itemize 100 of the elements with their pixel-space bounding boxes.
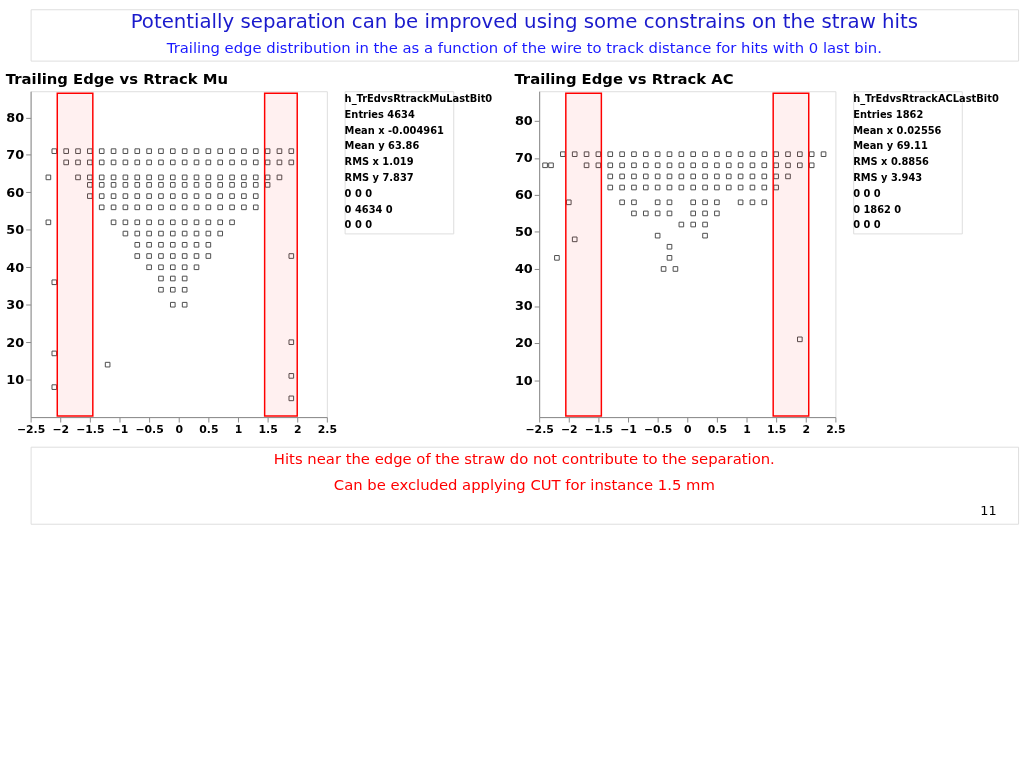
point [288, 253, 295, 259]
point [714, 173, 720, 180]
point [241, 148, 247, 154]
point [146, 264, 152, 271]
point [181, 174, 188, 181]
point [169, 174, 176, 181]
text: 0 0 0 [853, 219, 881, 231]
point [134, 148, 141, 154]
point [98, 182, 105, 188]
point [619, 162, 625, 169]
point [288, 339, 295, 345]
x-tick-label: 0 [683, 423, 692, 437]
point [45, 219, 52, 226]
point [158, 182, 164, 188]
point [217, 219, 224, 226]
y-tick-label: 10 [514, 372, 533, 388]
x-tick-label: −1.5 [76, 423, 105, 437]
text: Mean x 0.02556 [853, 124, 942, 136]
point [773, 162, 779, 169]
point [169, 301, 176, 308]
point [264, 174, 271, 181]
y-tick-label: 60 [6, 184, 25, 200]
point [761, 184, 768, 191]
point [158, 204, 164, 211]
point [252, 182, 259, 188]
point [146, 219, 152, 226]
point [642, 184, 649, 191]
point [276, 174, 283, 181]
point [619, 151, 625, 157]
x-tick-label: 2.5 [317, 423, 337, 437]
point [122, 204, 129, 211]
point [773, 173, 779, 180]
point [181, 230, 188, 237]
point [252, 174, 259, 181]
point [193, 241, 200, 248]
point [654, 232, 661, 239]
point [607, 162, 614, 169]
point [110, 182, 117, 188]
x-tick-label: 2 [293, 423, 302, 437]
point [642, 151, 649, 157]
point [749, 151, 756, 157]
point [146, 159, 152, 166]
point [725, 151, 732, 157]
point [654, 210, 661, 217]
text: Hits near the edge of the straw do not contribute to the separation. [273, 450, 775, 468]
text: Potentially separation can be improved using some constrains on the straw hits [130, 10, 919, 34]
point [87, 148, 93, 154]
point [702, 199, 708, 206]
point [714, 151, 720, 157]
point [761, 151, 768, 157]
x-tick-label: −1 [620, 423, 637, 437]
point [169, 286, 176, 293]
point [229, 174, 235, 181]
point [134, 174, 141, 181]
point [631, 162, 637, 169]
point [797, 336, 803, 343]
point [104, 361, 111, 368]
point [158, 159, 164, 166]
point [702, 184, 708, 191]
point [205, 253, 212, 259]
point [666, 255, 673, 261]
point [205, 204, 212, 211]
point [146, 174, 152, 181]
y-tick-label: 50 [514, 224, 533, 240]
point [619, 184, 625, 191]
point [75, 159, 81, 166]
point [110, 159, 117, 166]
point [808, 162, 815, 169]
point [134, 219, 141, 226]
point [264, 159, 271, 166]
point [241, 193, 247, 199]
point [654, 162, 661, 169]
point [631, 173, 637, 180]
point [554, 255, 560, 261]
point [217, 193, 224, 199]
point [737, 184, 744, 191]
point [134, 159, 141, 166]
point [169, 204, 176, 211]
point [169, 159, 176, 166]
point [690, 210, 697, 217]
point [725, 173, 732, 180]
y-tick-label: 70 [514, 150, 533, 166]
point [169, 182, 176, 188]
y-tick-label: 40 [514, 261, 533, 277]
point [98, 174, 105, 181]
text: RMS x 0.8856 [853, 156, 930, 168]
point [583, 151, 590, 157]
point [252, 148, 259, 154]
point [98, 193, 105, 199]
point [773, 151, 779, 157]
point [702, 221, 708, 228]
point [87, 182, 93, 188]
point [565, 199, 572, 206]
point [785, 173, 791, 180]
x-tick-label: 1.5 [767, 423, 787, 437]
point [217, 174, 224, 181]
point [169, 193, 176, 199]
point [666, 199, 673, 206]
x-tick-label: −0.5 [643, 423, 673, 437]
point [87, 159, 93, 166]
